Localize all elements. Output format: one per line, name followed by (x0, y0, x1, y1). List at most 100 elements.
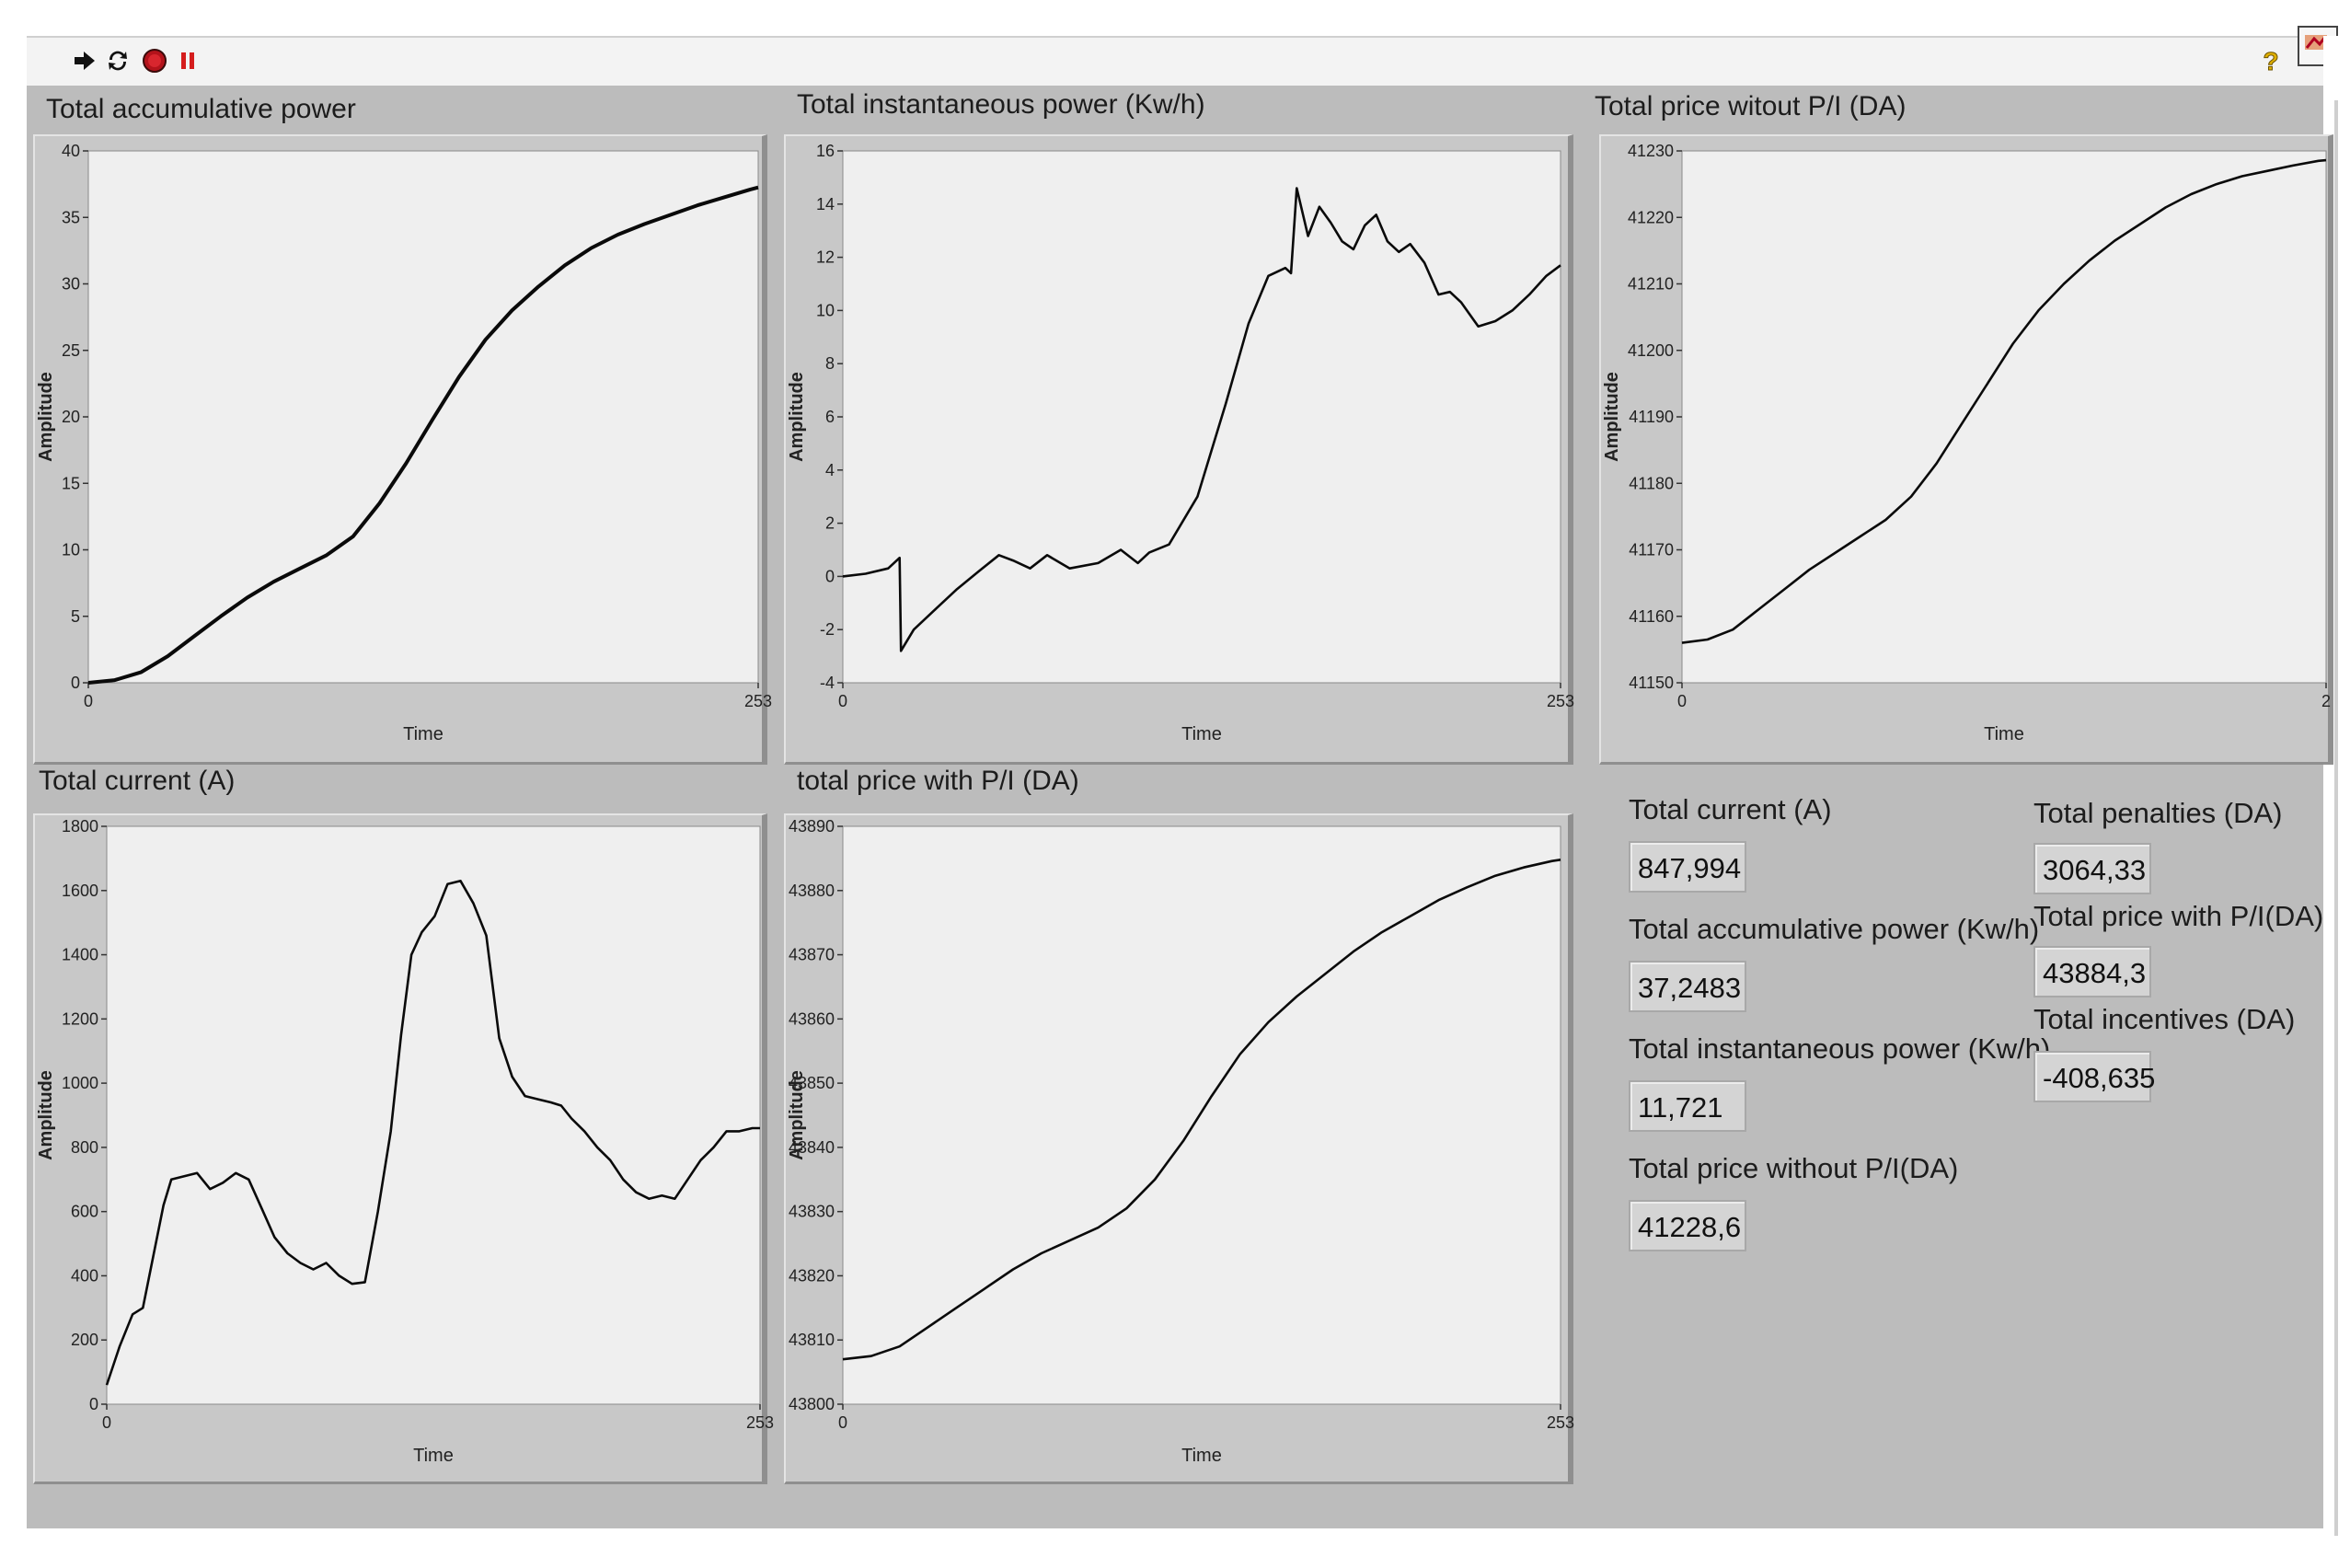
y-tick-label: 41200 (1628, 341, 1674, 360)
x-tick-label: 253 (746, 1413, 774, 1432)
y-tick-label: 43840 (789, 1138, 835, 1157)
y-tick-label: 1200 (62, 1009, 98, 1028)
y-axis-label: Amplitude (36, 1070, 56, 1160)
y-tick-label: 43850 (789, 1074, 835, 1092)
series-line (87, 185, 759, 685)
y-tick-label: 20 (62, 408, 80, 426)
plot-area (842, 825, 1561, 1405)
y-axis-label: Amplitude (36, 372, 56, 462)
y-tick-label: 41190 (1629, 408, 1674, 426)
y-tick-label: 400 (71, 1266, 98, 1285)
plot-area (842, 150, 1561, 684)
series-line (842, 859, 1561, 1361)
y-tick-label: 5 (71, 607, 80, 626)
indicator-price-without: 41228,6 (1629, 1200, 1746, 1251)
indicator-label-total-current: Total current (A) (1629, 793, 1832, 825)
y-tick-label: 40 (62, 142, 80, 160)
y-tick-label: 10 (816, 301, 835, 319)
series-line (1681, 158, 2327, 644)
y-tick-label: 25 (62, 341, 80, 360)
indicator-label-accumulative-power: Total accumulative power (Kw/h) (1629, 913, 2040, 945)
indicator-label-incentives: Total incentives (DA) (2033, 1003, 2296, 1035)
y-tick-label: 41220 (1628, 208, 1674, 226)
y-tick-label: 1400 (62, 946, 98, 964)
y-tick-label: 0 (825, 567, 835, 585)
x-tick-label: 253 (1547, 692, 1574, 710)
y-tick-label: 43820 (789, 1266, 835, 1285)
y-tick-label: 43870 (789, 946, 835, 964)
y-tick-label: 2 (825, 514, 835, 533)
indicator-instantaneous-power: 11,721 (1629, 1080, 1746, 1132)
y-tick-label: 14 (816, 195, 835, 213)
y-axis-label: Amplitude (787, 372, 807, 462)
x-axis-label: Time (413, 1446, 454, 1466)
x-axis-label: Time (403, 724, 444, 744)
graph-title-accumulative-power: Total accumulative power (46, 94, 356, 124)
y-tick-label: 41160 (1629, 607, 1674, 626)
y-tick-label: -4 (820, 674, 835, 692)
y-tick-label: 12 (816, 248, 835, 267)
y-tick-label: 1600 (62, 882, 98, 900)
y-tick-label: 43890 (789, 817, 835, 836)
graph-price-with: 43800 43810 43820 43830 43840 43850 43860 43870… (787, 817, 1574, 1466)
y-tick-label: 4 (825, 461, 835, 479)
help-icon[interactable]: ? (2257, 47, 2285, 76)
series-line (105, 880, 760, 1386)
x-tick-label: 253 (744, 692, 772, 710)
y-tick-label: 1000 (62, 1074, 98, 1092)
graph-title-price-with: total price with P/I (DA) (797, 766, 1079, 796)
y-tick-label: 43880 (789, 882, 835, 900)
graph-title-instantaneous-power: Total instantaneous power (Kw/h) (797, 89, 1205, 120)
y-tick-label: 600 (71, 1203, 98, 1221)
run-continuously-icon[interactable] (104, 47, 132, 75)
y-tick-label: 43800 (789, 1395, 835, 1413)
x-tick-label: 253 (1547, 1413, 1574, 1432)
y-tick-label: 41170 (1629, 541, 1674, 559)
y-axis-label: Amplitude (1602, 372, 1622, 462)
series-line (842, 187, 1561, 652)
y-tick-label: 16 (816, 142, 835, 160)
pause-icon[interactable] (174, 47, 202, 75)
indicator-label-price-with: Total price with P/I(DA) (2033, 900, 2324, 932)
x-tick-label: 0 (838, 692, 847, 710)
y-tick-label: 30 (62, 275, 80, 294)
y-tick-label: 41180 (1629, 474, 1674, 492)
graph-accumulative-power: 0 5 10 15 20 25 30 35 40 0 253 Time Amplitude (36, 142, 772, 744)
y-tick-label: 43860 (789, 1009, 835, 1028)
run-arrow-icon[interactable] (71, 47, 98, 75)
y-tick-label: 41210 (1628, 275, 1674, 294)
indicator-total-current: 847,994 (1629, 841, 1746, 893)
y-tick-label: 43830 (789, 1203, 835, 1221)
y-tick-label: 41230 (1628, 142, 1674, 160)
svg-text:?: ? (2263, 47, 2278, 75)
graph-title-price-without: Total price witout P/I (DA) (1595, 91, 1906, 121)
x-tick-label: 0 (84, 692, 93, 710)
y-tick-label: 35 (62, 208, 80, 226)
indicator-label-instantaneous-power: Total instantaneous power (Kw/h) (1629, 1032, 2051, 1065)
y-tick-label: 6 (825, 408, 835, 426)
x-axis-label: Time (1984, 724, 2024, 744)
graph-instantaneous-power: -4 -2 0 2 4 6 8 10 12 14 16 0 253 Time Amplitude (787, 142, 1574, 744)
plot-area (106, 825, 761, 1405)
y-tick-label: 15 (62, 474, 80, 492)
y-tick-label: 800 (71, 1138, 98, 1157)
y-tick-label: 43810 (789, 1331, 835, 1349)
y-tick-label: 0 (71, 674, 80, 692)
graph-total-current: 0 200 400 600 800 1000 1200 1400 1600 1800 0 253 Tim… (36, 817, 774, 1466)
graph-price-without: 41150 41160 41170 41180 41190 41200 41210 41220… (1602, 142, 2331, 744)
indicator-label-penalties: Total penalties (DA) (2033, 797, 2283, 829)
indicator-label-price-without: Total price without P/I(DA) (1629, 1152, 1959, 1184)
x-tick-label: 0 (1677, 692, 1687, 710)
x-axis-label: Time (1181, 1446, 1222, 1466)
y-tick-label: 41150 (1629, 674, 1674, 692)
y-axis-label: Amplitude (787, 1070, 807, 1160)
plot-area (1681, 150, 2327, 684)
x-axis-label: Time (1181, 724, 1222, 744)
plot-area (87, 150, 759, 684)
y-tick-label: 1800 (62, 817, 98, 836)
y-tick-label: 0 (89, 1395, 98, 1413)
abort-icon[interactable] (141, 47, 168, 75)
indicator-incentives: -408,635 (2033, 1051, 2155, 1102)
x-tick-label: 0 (838, 1413, 847, 1432)
y-tick-label: -2 (820, 620, 835, 639)
